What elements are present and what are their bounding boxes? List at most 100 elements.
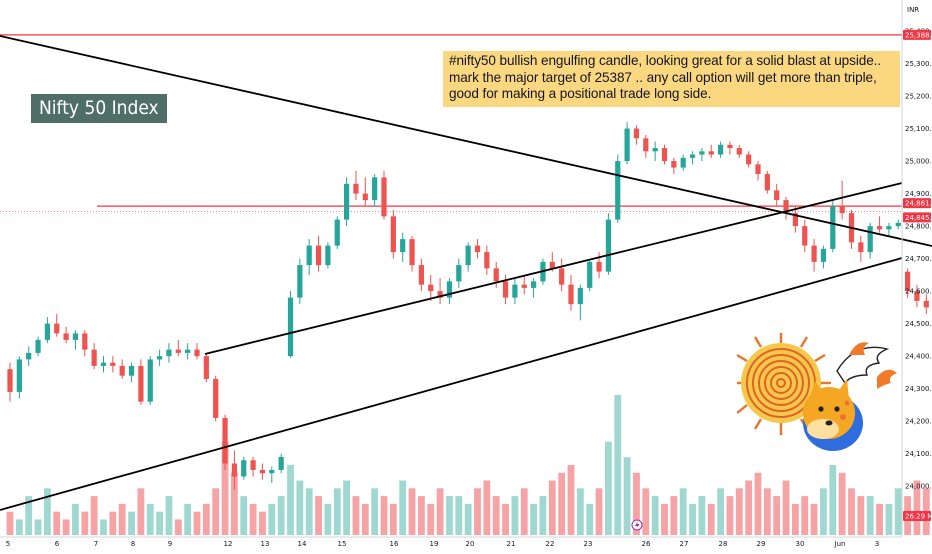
candle[interactable]: [661, 148, 668, 162]
candle[interactable]: [811, 245, 817, 262]
trendline[interactable]: [0, 35, 932, 247]
candle[interactable]: [867, 226, 873, 253]
candle[interactable]: [895, 222, 901, 227]
candle[interactable]: [774, 190, 780, 201]
candle[interactable]: [671, 161, 677, 168]
candle[interactable]: [213, 378, 219, 418]
candle[interactable]: [91, 349, 97, 366]
candle[interactable]: [110, 362, 116, 366]
candle[interactable]: [269, 469, 275, 474]
candle[interactable]: [306, 245, 312, 266]
candle[interactable]: [119, 365, 125, 376]
candle[interactable]: [372, 177, 378, 201]
candle[interactable]: [718, 144, 724, 155]
candle[interactable]: [409, 239, 415, 266]
candle[interactable]: [680, 157, 686, 168]
candle[interactable]: [353, 183, 359, 194]
trendline[interactable]: [204, 182, 903, 355]
candle[interactable]: [26, 352, 32, 360]
candle[interactable]: [175, 349, 181, 353]
trendline[interactable]: [0, 257, 903, 511]
candle[interactable]: [746, 154, 752, 165]
candle[interactable]: [44, 323, 50, 340]
candle[interactable]: [689, 154, 696, 158]
candle[interactable]: [428, 284, 434, 292]
candle[interactable]: [559, 268, 565, 285]
candle[interactable]: [633, 128, 640, 139]
candle[interactable]: [297, 265, 303, 298]
candle[interactable]: [138, 365, 144, 402]
candle[interactable]: [465, 245, 471, 266]
candle[interactable]: [418, 265, 424, 285]
candle[interactable]: [325, 245, 331, 266]
candle[interactable]: [63, 333, 69, 340]
candle[interactable]: [362, 193, 368, 201]
candle[interactable]: [241, 460, 247, 477]
candle[interactable]: [708, 151, 714, 155]
candle[interactable]: [905, 271, 911, 292]
candle[interactable]: [315, 245, 322, 266]
candle[interactable]: [278, 456, 284, 470]
candle[interactable]: [521, 284, 527, 288]
candle[interactable]: [147, 359, 153, 402]
candle[interactable]: [652, 148, 658, 152]
candle[interactable]: [185, 349, 191, 353]
candle[interactable]: [568, 284, 574, 305]
candle[interactable]: [222, 417, 228, 464]
candle[interactable]: [157, 356, 163, 360]
candle[interactable]: [502, 281, 509, 298]
candle[interactable]: [484, 252, 490, 269]
candle[interactable]: [727, 144, 733, 149]
candle[interactable]: [194, 349, 200, 357]
candle[interactable]: [643, 138, 649, 152]
candle[interactable]: [390, 216, 396, 253]
candle[interactable]: [166, 349, 172, 357]
candle[interactable]: [437, 291, 443, 298]
candle[interactable]: [858, 242, 864, 253]
text-note[interactable]: #nifty50 bullish engulfing candle, looki…: [443, 51, 900, 107]
candle[interactable]: [54, 323, 60, 334]
candle[interactable]: [16, 359, 22, 392]
candle[interactable]: [820, 248, 827, 262]
candle[interactable]: [886, 226, 892, 230]
candle[interactable]: [764, 174, 770, 191]
candle[interactable]: [587, 261, 593, 288]
candle[interactable]: [344, 183, 350, 220]
candle[interactable]: [736, 148, 742, 155]
candle[interactable]: [549, 261, 555, 269]
candle[interactable]: [100, 362, 107, 366]
candle[interactable]: [381, 177, 387, 217]
candle[interactable]: [914, 291, 920, 301]
candle[interactable]: [605, 219, 611, 272]
candle[interactable]: [128, 365, 135, 376]
candle[interactable]: [755, 164, 761, 175]
candle[interactable]: [334, 219, 340, 246]
candle[interactable]: [72, 333, 79, 340]
candle[interactable]: [259, 469, 266, 474]
candle[interactable]: [783, 200, 789, 214]
candle[interactable]: [839, 206, 845, 214]
candle[interactable]: [876, 226, 883, 230]
candle[interactable]: [82, 333, 88, 350]
candle[interactable]: [474, 245, 481, 253]
candle[interactable]: [512, 284, 518, 298]
candle[interactable]: [400, 239, 406, 253]
candle[interactable]: [250, 460, 256, 470]
candle[interactable]: [35, 339, 41, 353]
candle[interactable]: [830, 206, 836, 249]
candle[interactable]: [699, 151, 705, 155]
candle[interactable]: [577, 287, 583, 305]
candle[interactable]: [802, 226, 808, 246]
candle[interactable]: [203, 356, 209, 379]
candle[interactable]: [456, 265, 462, 282]
candle[interactable]: [7, 369, 13, 392]
candle[interactable]: [531, 281, 537, 288]
candle[interactable]: [596, 261, 602, 272]
candle[interactable]: [624, 128, 630, 162]
candle[interactable]: [615, 161, 621, 220]
candle[interactable]: [493, 268, 499, 282]
candle[interactable]: [923, 300, 929, 308]
candle[interactable]: [792, 213, 798, 227]
candle[interactable]: [231, 463, 237, 477]
candle[interactable]: [287, 297, 294, 357]
